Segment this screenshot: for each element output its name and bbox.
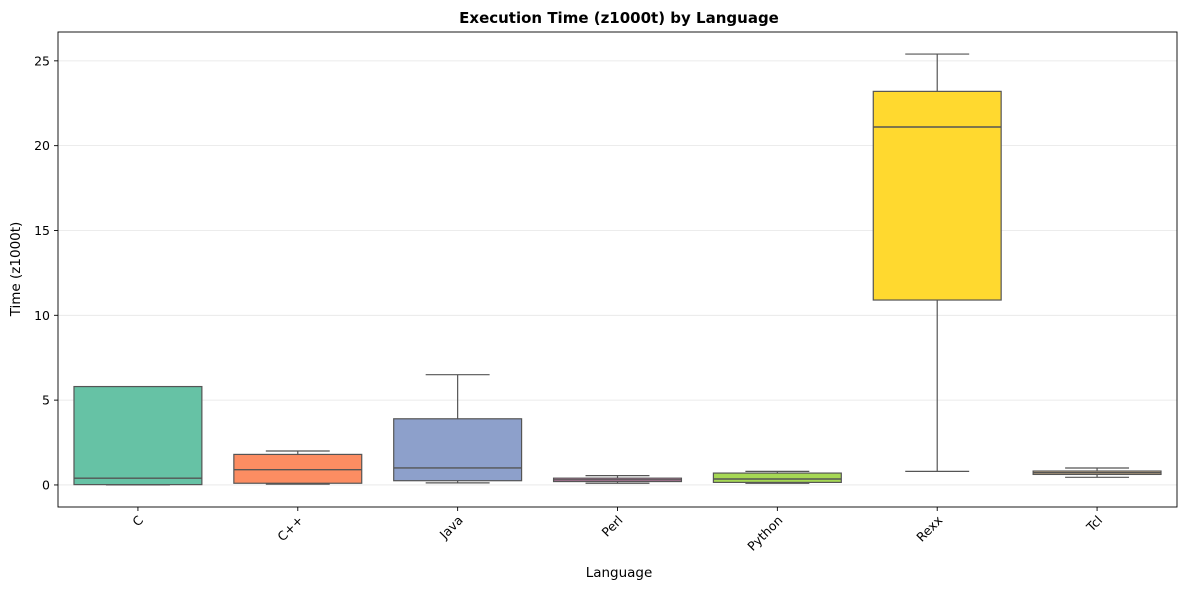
box-c	[73, 385, 203, 486]
x-tick-label: Java	[436, 513, 466, 543]
x-tick-label: Tcl	[1083, 513, 1106, 536]
x-tick-label: C++	[274, 513, 306, 545]
grid-lines	[58, 60, 1177, 486]
box-iqr	[393, 418, 523, 482]
plot-frame	[57, 31, 1178, 508]
boxes	[73, 53, 1162, 486]
chart-title: Execution Time (z1000t) by Language	[459, 9, 779, 27]
y-tick-label: 0	[42, 477, 50, 492]
box-iqr	[233, 453, 363, 484]
box-python	[712, 470, 842, 484]
x-axis: C C++ Java Perl Python Rexx Tcl	[129, 507, 1105, 554]
x-tick-label: C	[129, 512, 146, 529]
y-tick-label: 20	[34, 138, 50, 153]
box-rexx	[872, 53, 1002, 472]
x-axis-label: Language	[586, 565, 653, 581]
y-tick-label: 15	[34, 223, 50, 238]
box-iqr	[712, 472, 842, 484]
x-tick-label: Python	[744, 513, 785, 554]
y-tick-label: 5	[42, 393, 50, 408]
box-perl	[552, 475, 683, 484]
y-axis: 0 5 10 15 20 25	[34, 53, 58, 492]
box-iqr	[872, 90, 1002, 301]
box-tcl	[1032, 467, 1162, 478]
x-tick-label: Rexx	[913, 513, 945, 545]
box-cpp	[233, 450, 363, 485]
y-axis-label: Time (z1000t)	[8, 222, 24, 318]
box-java	[393, 374, 523, 484]
y-tick-label: 10	[34, 308, 50, 323]
box-iqr	[73, 385, 203, 486]
x-tick-label: Perl	[598, 513, 625, 540]
y-tick-label: 25	[34, 53, 50, 68]
